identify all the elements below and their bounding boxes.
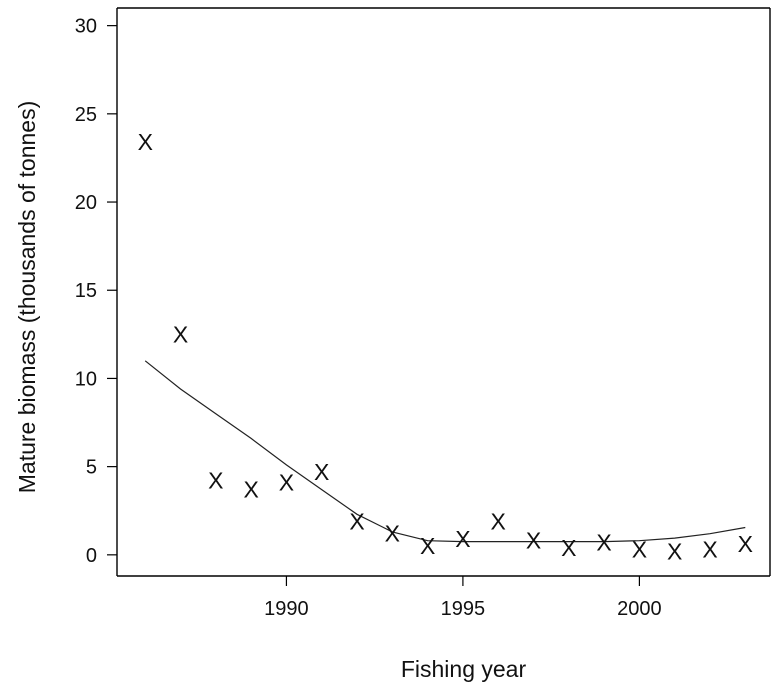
data-point: X: [738, 531, 753, 557]
y-tick-label: 30: [75, 16, 97, 38]
data-point: X: [243, 477, 258, 503]
y-tick-label: 20: [75, 192, 97, 214]
data-point: X: [420, 533, 435, 559]
y-axis-title: Mature biomass (thousands of tonnes): [14, 101, 40, 493]
data-point: X: [349, 508, 364, 534]
y-axis-ticks: 0 5 10 15 20 25 30: [75, 16, 117, 567]
data-point: X: [491, 508, 506, 534]
data-point: X: [561, 535, 576, 561]
data-point: X: [385, 521, 400, 547]
data-point: X: [314, 459, 329, 485]
y-tick-label: 15: [75, 280, 97, 302]
fitted-line-group: [144, 360, 746, 543]
data-point: X: [596, 529, 611, 555]
y-tick-label: 25: [75, 104, 97, 126]
data-point: X: [667, 538, 682, 564]
data-point: X: [455, 526, 470, 552]
x-axis-ticks: 1990 1995 2000: [264, 576, 662, 620]
x-tick-label: 2000: [617, 598, 662, 620]
data-point: X: [526, 528, 541, 554]
y-tick-label: 10: [75, 368, 97, 390]
fitted-line: [144, 360, 746, 543]
x-axis-title: Fishing year: [401, 656, 527, 682]
y-tick-label: 5: [86, 457, 97, 479]
data-point: X: [138, 129, 153, 155]
data-point: X: [632, 537, 647, 563]
data-point: X: [279, 470, 294, 496]
data-point: X: [208, 468, 223, 494]
x-tick-label: 1990: [264, 598, 309, 620]
data-point: X: [173, 321, 188, 347]
data-points: XXX X X XX X X XXX X X X X X X: [138, 129, 753, 564]
x-tick-label: 1995: [441, 598, 486, 620]
axes: [116, 7, 771, 577]
data-point: X: [702, 537, 717, 563]
y-tick-label: 0: [86, 545, 97, 567]
